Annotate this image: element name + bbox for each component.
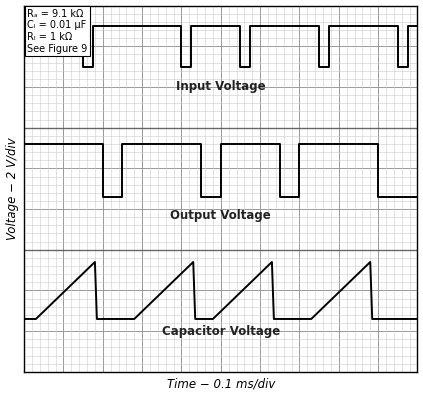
Text: Capacitor Voltage: Capacitor Voltage	[162, 325, 280, 338]
X-axis label: Time − 0.1 ms/div: Time − 0.1 ms/div	[167, 377, 275, 390]
Text: Rₐ = 9.1 kΩ
Cₗ = 0.01 μF
Rₗ = 1 kΩ
See Figure 9: Rₐ = 9.1 kΩ Cₗ = 0.01 μF Rₗ = 1 kΩ See F…	[27, 9, 88, 53]
Text: Input Voltage: Input Voltage	[176, 80, 266, 93]
Text: Output Voltage: Output Voltage	[170, 209, 271, 222]
Y-axis label: Voltage − 2 V/div: Voltage − 2 V/div	[5, 137, 19, 240]
